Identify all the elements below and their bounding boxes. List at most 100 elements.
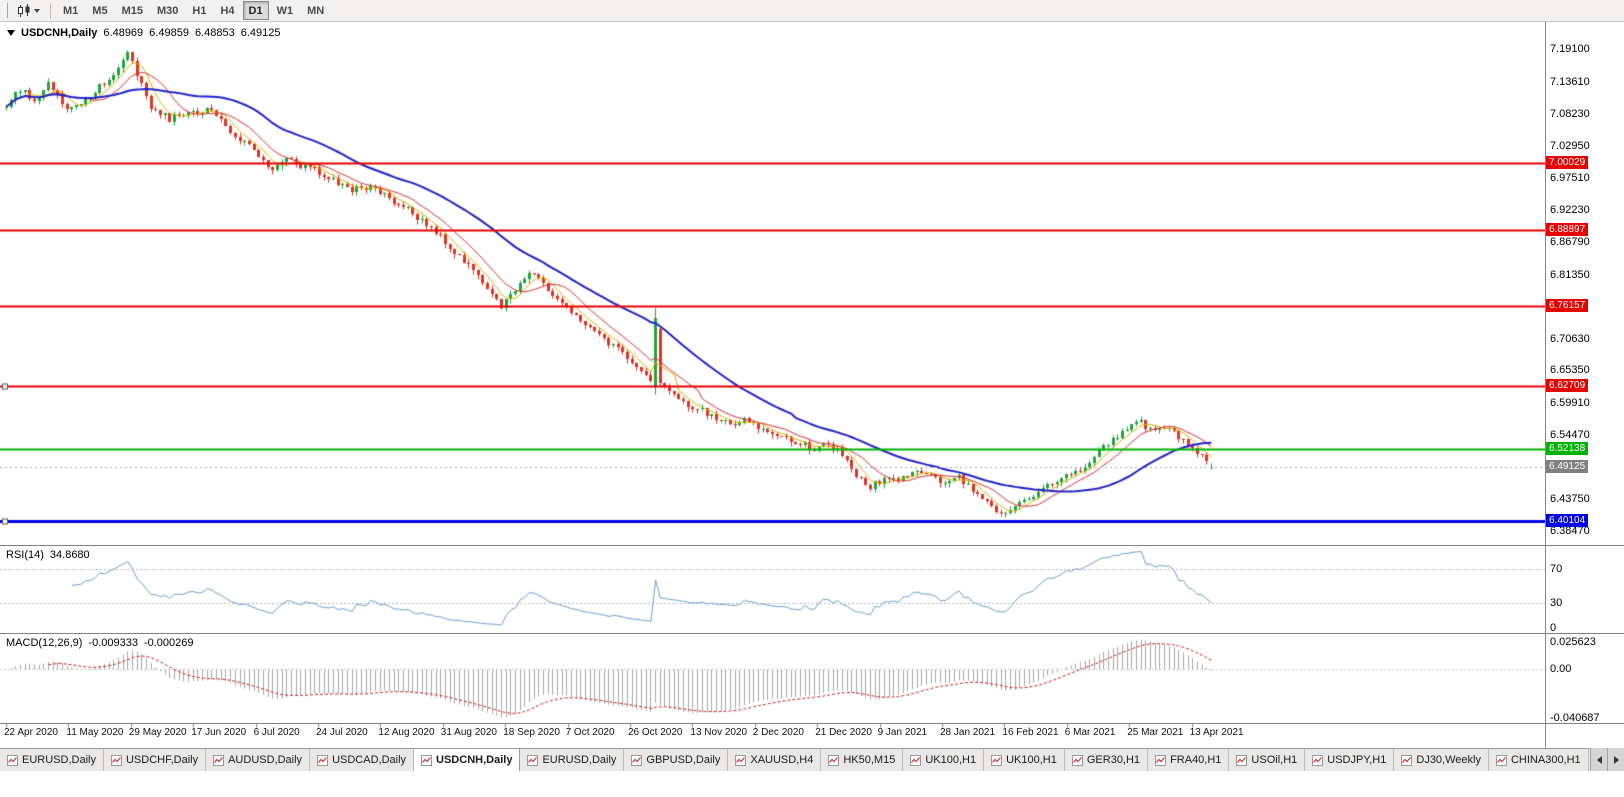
timeframe-button-h4[interactable]: H4 — [214, 1, 240, 20]
date-axis-label: 2 Dec 2020 — [752, 727, 804, 738]
chart-tab-label: CHINA300,H1 — [1510, 754, 1581, 766]
rsi-panel-splitter[interactable] — [0, 545, 1624, 546]
price-axis-tick: 6.92230 — [1550, 203, 1590, 216]
price-axis-tick: 6.54470 — [1550, 429, 1590, 442]
chart-tab-label: AUDUSD,Daily — [228, 754, 303, 766]
price-axis-tick: 6.81350 — [1550, 268, 1590, 281]
timeframe-button-mn[interactable]: MN — [301, 1, 330, 20]
chart-type-button[interactable] — [12, 1, 45, 21]
chart-tab-eurusd-daily[interactable]: EURUSD,Daily — [520, 749, 625, 771]
quote-open: 6.48969 — [103, 27, 144, 39]
chart-tab-label: XAUUSD,H4 — [750, 754, 814, 766]
price-axis-tick: 7.13610 — [1550, 76, 1590, 89]
chart-tab-usdcad-daily[interactable]: USDCAD,Daily — [310, 749, 415, 771]
price-axis-tick: 6.59910 — [1550, 396, 1590, 409]
chart-tab-label: GBPUSD,Daily — [646, 754, 721, 766]
price-axis-tick: 6.86790 — [1550, 236, 1590, 249]
date-axis-label: 31 Aug 2020 — [440, 727, 497, 738]
date-axis-label: 25 Mar 2021 — [1127, 727, 1184, 738]
macd-name: MACD(12,26,9) — [6, 637, 83, 649]
tabbar-scroll-left-button[interactable] — [1590, 748, 1607, 771]
tabbar-scroll-right-button[interactable] — [1607, 748, 1624, 771]
timeframe-button-m1[interactable]: M1 — [57, 1, 84, 20]
date-axis-label: 26 Oct 2020 — [628, 727, 683, 738]
quote-low: 6.48853 — [194, 27, 235, 39]
date-axis-label: 13 Apr 2021 — [1189, 727, 1244, 738]
chart-tab-eurusd-daily[interactable]: EURUSD,Daily — [0, 749, 104, 771]
rsi-value: 34.8680 — [49, 549, 90, 561]
chart-tab-usoil-h1[interactable]: USOil,H1 — [1229, 749, 1306, 771]
price-axis[interactable]: 7.19100 7.13610 7.08230 7.02950 6.97510 6.922… — [1545, 22, 1624, 748]
timeframe-button-h1[interactable]: H1 — [186, 1, 212, 20]
mini-chart-icon — [1401, 754, 1413, 766]
date-axis-label: 6 Jul 2020 — [253, 727, 300, 738]
mini-chart-icon — [317, 754, 329, 766]
macd-indicator-label: MACD(12,26,9) -0.009333 -0.000269 — [6, 637, 194, 649]
arrow-left-icon — [1596, 755, 1602, 764]
chart-tab-uk100-h1[interactable]: UK100,H1 — [984, 749, 1065, 771]
chart-tab-label: EURUSD,Daily — [22, 754, 96, 766]
quote-close: 6.49125 — [240, 27, 281, 39]
chart-tab-ger30-h1[interactable]: GER30,H1 — [1064, 749, 1149, 771]
chart-window: 7.19100 7.13610 7.08230 7.02950 6.97510 6.922… — [0, 22, 1624, 748]
chart-tab-usdchf-daily[interactable]: USDCHF,Daily — [103, 749, 207, 771]
macd-main-value: -0.009333 — [88, 637, 138, 649]
chart-tabs-bar: EURUSD,Daily USDCHF,Daily AUDUSD,Daily USDC… — [0, 748, 1624, 771]
resistance-line-1-price-label: 7.00029 — [1546, 156, 1589, 170]
mini-chart-icon — [1312, 754, 1324, 766]
chart-tab-china300-h1[interactable]: CHINA300,H1 — [1488, 749, 1589, 771]
toolbar-drag-handle[interactable] — [4, 3, 8, 18]
chart-tab-label: EURUSD,Daily — [542, 754, 617, 766]
rsi-axis-label: 30 — [1550, 596, 1563, 609]
timeframe-button-m30[interactable]: M30 — [151, 1, 184, 20]
date-axis-label: 21 Dec 2020 — [815, 727, 872, 738]
chart-tabs: EURUSD,Daily USDCHF,Daily AUDUSD,Daily USDC… — [0, 749, 1624, 771]
chart-tab-xauusd-h4[interactable]: XAUUSD,H4 — [728, 749, 822, 771]
chart-tab-hk50-m15[interactable]: HK50,M15 — [821, 749, 904, 771]
quote-symbol: USDCNH,Daily — [21, 27, 98, 39]
timeframe-button-m15[interactable]: M15 — [116, 1, 149, 20]
chart-tab-dj30-weekly[interactable]: DJ30,Weekly — [1394, 749, 1489, 771]
mini-chart-icon — [1495, 754, 1507, 766]
date-axis-label: 24 Jul 2020 — [316, 727, 368, 738]
date-axis-label: 9 Jan 2021 — [877, 727, 928, 738]
time-axis[interactable]: 22 Apr 2020 11 May 2020 29 May 2020 17 Jun … — [0, 725, 1545, 746]
timeframe-button-m5[interactable]: M5 — [86, 1, 113, 20]
macd-panel-splitter[interactable] — [0, 633, 1624, 634]
price-axis-tick: 6.97510 — [1550, 172, 1590, 185]
resistance-line-2-price-label: 6.88897 — [1546, 222, 1589, 236]
macd-axis-max: 0.025623 — [1550, 636, 1596, 648]
chart-tab-label: UK100,H1 — [1006, 754, 1057, 766]
price-axis-tick: 7.08230 — [1550, 108, 1590, 121]
price-axis-tick: 6.43750 — [1550, 493, 1590, 506]
date-axis-label: 11 May 2020 — [66, 727, 124, 738]
chart-tab-fra40-h1[interactable]: FRA40,H1 — [1148, 749, 1230, 771]
chart-tab-gbpusd-daily[interactable]: GBPUSD,Daily — [624, 749, 729, 771]
timeframe-button-w1[interactable]: W1 — [271, 1, 300, 20]
rsi-name: RSI(14) — [6, 549, 44, 561]
chart-tab-label: USDCNH,Daily — [436, 754, 513, 766]
price-axis-tick: 6.70630 — [1550, 332, 1590, 345]
tabbar-scroll-buttons — [1590, 748, 1624, 771]
chart-tab-uk100-h1[interactable]: UK100,H1 — [903, 749, 985, 771]
date-axis-label: 13 Nov 2020 — [690, 727, 748, 738]
chart-tab-usdcnh-daily[interactable]: USDCNH,Daily — [414, 749, 521, 771]
chart-tab-audusd-daily[interactable]: AUDUSD,Daily — [206, 749, 311, 771]
arrow-right-icon — [1613, 755, 1619, 764]
date-axis-label: 16 Feb 2021 — [1002, 727, 1059, 738]
chart-tab-label: USOil,H1 — [1251, 754, 1298, 766]
timeframe-button-d1[interactable]: D1 — [242, 1, 269, 20]
one-click-trading-expand-icon[interactable] — [7, 30, 15, 36]
chart-tab-usdjpy-h1[interactable]: USDJPY,H1 — [1305, 749, 1395, 771]
support-line-blue-price-label: 6.40104 — [1546, 513, 1589, 527]
mini-chart-icon — [910, 754, 922, 766]
chart-tab-label: USDCHF,Daily — [125, 754, 199, 766]
current-price-line-price-label: 6.49125 — [1546, 460, 1589, 474]
chart-tab-label: HK50,M15 — [843, 754, 896, 766]
chevron-down-icon — [34, 8, 40, 13]
price-chart-canvas[interactable] — [0, 22, 1545, 748]
chart-tab-label: UK100,H1 — [925, 754, 977, 766]
date-axis-label: 18 Sep 2020 — [503, 727, 560, 738]
mini-chart-icon — [7, 754, 18, 766]
